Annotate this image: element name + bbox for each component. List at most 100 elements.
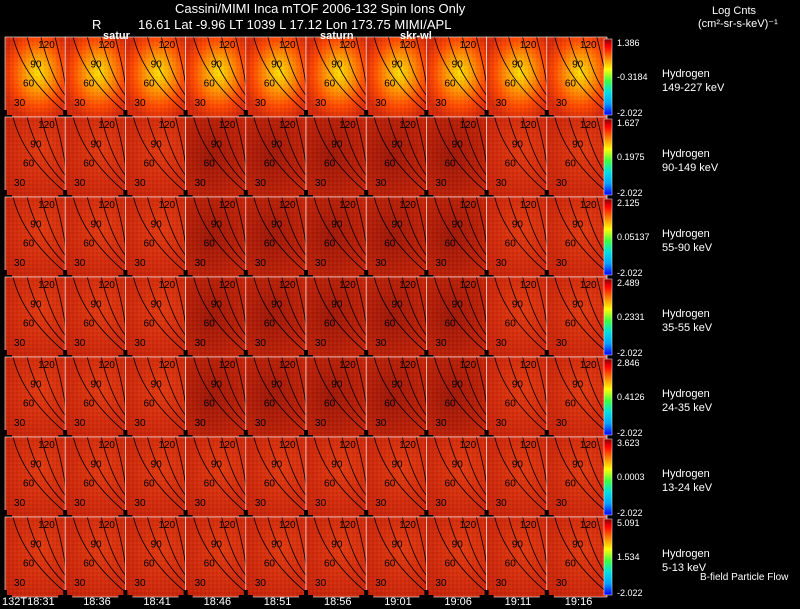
contour-label: 90 (271, 539, 283, 550)
pitch-angle-contour (72, 356, 126, 433)
colorbar-min-label: -2.022 (617, 348, 643, 358)
pitch-angle-contour (221, 516, 247, 576)
contour-label: 30 (556, 98, 568, 109)
contour-label: 60 (143, 79, 155, 90)
pitch-angle-contour (133, 436, 186, 513)
pitch-angle-contour (161, 36, 186, 96)
pitch-angle-contour (133, 36, 186, 113)
contour-label: 60 (23, 79, 35, 90)
footer-note: B-field Particle Flow (700, 572, 789, 583)
spin-panel: 120 90 60 30 (58, 116, 126, 204)
pitch-angle-contour (281, 276, 307, 336)
spin-panel: 120 90 60 30 (359, 196, 427, 284)
pitch-angle-contour (373, 116, 427, 193)
contour-label: 30 (375, 258, 387, 269)
contour-label: 120 (98, 440, 115, 451)
contour-label: 120 (339, 120, 356, 131)
pitch-angle-contour (253, 196, 307, 273)
pitch-angle-contour (434, 196, 487, 273)
spin-panel: 120 90 60 30 (0, 36, 66, 124)
spin-panel: 120 90 60 30 (539, 276, 608, 364)
spin-panel: 120 90 60 30 (178, 36, 247, 124)
pitch-angle-contour (341, 276, 367, 336)
pitch-angle-contour (12, 356, 66, 433)
contour-label: 90 (331, 539, 343, 550)
contour-label: 120 (339, 280, 356, 291)
contour-label: 30 (556, 498, 568, 509)
pitch-angle-contour (26, 516, 66, 585)
contour-label: 90 (30, 379, 42, 390)
time-label: 18:51 (263, 596, 292, 608)
contour-label: 30 (496, 258, 508, 269)
pitch-angle-contour (267, 516, 307, 585)
contour-label: 30 (496, 178, 508, 189)
spin-panel: 120 90 60 30 (178, 436, 247, 524)
contour-label: 120 (580, 360, 597, 371)
pitch-angle-contour (434, 516, 487, 593)
spin-panel: 120 90 60 30 (238, 516, 307, 604)
pitch-angle-contour (100, 436, 126, 496)
contour-label: 120 (38, 200, 55, 211)
contour-label: 60 (565, 319, 577, 330)
pitch-angle-contour (267, 356, 307, 425)
contour-label: 60 (324, 159, 336, 170)
spin-panel: 120 90 60 30 (118, 356, 186, 444)
pitch-angle-contour (147, 36, 186, 105)
contour-label: 60 (204, 319, 216, 330)
pitch-angle-contour (327, 356, 367, 425)
spin-panel: 120 90 60 30 (299, 276, 367, 364)
contour-label: 90 (572, 219, 584, 230)
contour-label: 60 (204, 159, 216, 170)
crosshair-marker (364, 590, 369, 604)
pitch-angle-contour (281, 516, 307, 576)
colorbar-min-label: -2.022 (617, 428, 643, 438)
contour-label: 60 (505, 319, 517, 330)
contour-label: 120 (580, 40, 597, 51)
contour-label: 90 (512, 59, 524, 70)
pitch-angle-contour (401, 436, 427, 496)
spin-panel: 120 90 60 30 (359, 276, 427, 364)
pitch-angle-contour (133, 356, 186, 433)
contour-label: 60 (23, 559, 35, 570)
pitch-angle-contour (133, 116, 186, 193)
pitch-angle-contour (133, 196, 186, 273)
pitch-angle-contour (40, 36, 66, 96)
spin-panel: 120 90 60 30 (479, 276, 548, 364)
species-label: Hydrogen (662, 68, 710, 80)
spin-panel: 120 90 60 30 (479, 116, 548, 204)
pitch-angle-contour (267, 436, 307, 505)
colorbar (603, 358, 613, 436)
spin-panel: 120 90 60 30 (58, 436, 126, 524)
contour-label: 30 (134, 258, 146, 269)
saturn-label: saturn (320, 30, 354, 42)
pitch-angle-contour (72, 276, 126, 353)
pitch-angle-contour (40, 516, 66, 576)
contour-label: 60 (204, 239, 216, 250)
pitch-angle-contour (313, 436, 367, 513)
spin-panel: 120 90 60 30 (479, 196, 548, 284)
pitch-angle-contour (508, 36, 548, 105)
contour-label: 60 (444, 319, 456, 330)
crosshair-marker (243, 590, 248, 604)
contour-label: 30 (195, 338, 207, 349)
contour-label: 60 (505, 399, 517, 410)
colorbar-max-label: 3.623 (617, 438, 640, 448)
contour-label: 60 (444, 559, 456, 570)
contour-label: 120 (580, 440, 597, 451)
colorbar-min-label: -2.022 (617, 588, 643, 598)
pitch-angle-contour (554, 36, 608, 113)
pitch-angle-contour (147, 516, 186, 585)
contour-label: 120 (460, 40, 477, 51)
pitch-angle-contour (207, 36, 247, 105)
contour-label: 90 (211, 59, 223, 70)
pitch-angle-contour (401, 36, 427, 96)
contour-label: 120 (279, 440, 296, 451)
contour-label: 120 (38, 520, 55, 531)
spin-panel: 120 90 60 30 (539, 116, 608, 204)
contour-label: 90 (391, 379, 403, 390)
pitch-angle-contour (554, 276, 608, 353)
contour-label: 120 (460, 280, 477, 291)
spin-panel: 120 90 60 30 (118, 436, 186, 524)
contour-label: 90 (452, 139, 464, 150)
contour-label: 90 (391, 299, 403, 310)
